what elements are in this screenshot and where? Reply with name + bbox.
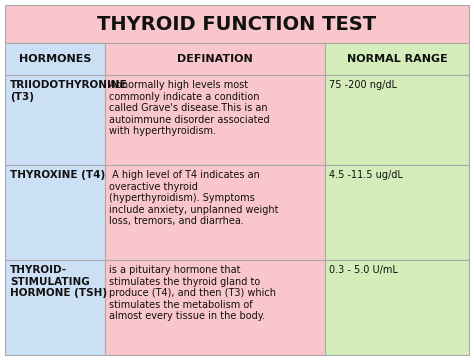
Bar bbox=[105, 165, 325, 260]
Bar bbox=[5, 260, 105, 355]
Bar bbox=[105, 43, 325, 75]
Text: is a pituitary hormone that
stimulates the thyroid gland to
produce (T4), and th: is a pituitary hormone that stimulates t… bbox=[109, 265, 276, 321]
Bar bbox=[325, 43, 469, 75]
Text: DEFINATION: DEFINATION bbox=[177, 54, 253, 64]
Text: 4.5 -11.5 ug/dL: 4.5 -11.5 ug/dL bbox=[329, 170, 403, 180]
Bar bbox=[5, 43, 105, 75]
Bar bbox=[5, 75, 105, 165]
Text: Abnormally high levels most
commonly indicate a condition
called Grave's disease: Abnormally high levels most commonly ind… bbox=[109, 80, 269, 136]
Text: THYROXINE (T4): THYROXINE (T4) bbox=[10, 170, 105, 180]
Bar bbox=[325, 165, 469, 260]
Text: HORMONES: HORMONES bbox=[18, 54, 91, 64]
Text: 75 -200 ng/dL: 75 -200 ng/dL bbox=[329, 80, 397, 90]
Bar bbox=[325, 75, 469, 165]
Text: THYROID FUNCTION TEST: THYROID FUNCTION TEST bbox=[98, 14, 376, 33]
Text: TRIIODOTHYRONINE
(T3): TRIIODOTHYRONINE (T3) bbox=[10, 80, 128, 102]
Text: A high level of T4 indicates an
overactive thyroid
(hyperthyroidism). Symptoms
i: A high level of T4 indicates an overacti… bbox=[109, 170, 278, 226]
Bar bbox=[105, 75, 325, 165]
Bar bbox=[105, 260, 325, 355]
Bar bbox=[5, 165, 105, 260]
Text: 0.3 - 5.0 U/mL: 0.3 - 5.0 U/mL bbox=[329, 265, 398, 275]
Bar bbox=[325, 260, 469, 355]
Bar bbox=[5, 5, 469, 43]
Text: NORMAL RANGE: NORMAL RANGE bbox=[346, 54, 447, 64]
Text: THYROID-
STIMULATING
HORMONE (TSH): THYROID- STIMULATING HORMONE (TSH) bbox=[10, 265, 107, 298]
